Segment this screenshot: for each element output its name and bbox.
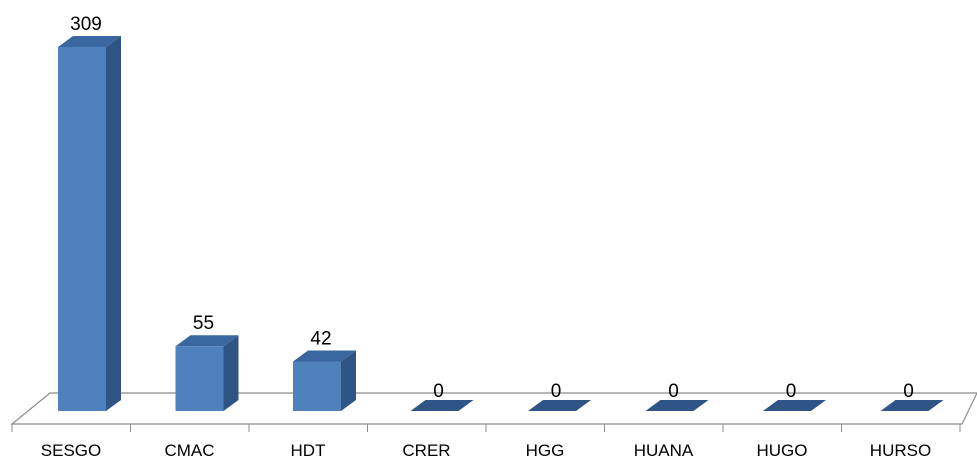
- category-label: HGG: [526, 441, 565, 460]
- data-label: 42: [310, 329, 331, 350]
- category-label: HURSO: [870, 441, 931, 460]
- bar-top: [175, 335, 239, 347]
- bar-top: [293, 350, 356, 362]
- bar-hugo: [763, 400, 826, 411]
- data-label: 0: [433, 381, 444, 402]
- category-label: CMAC: [164, 441, 214, 460]
- floor-plane: [10, 392, 977, 425]
- bar-top: [528, 400, 591, 411]
- bar-top: [763, 400, 826, 411]
- data-label: 0: [903, 381, 914, 402]
- data-labels: 309 55 42 0 0 0 0 0: [70, 14, 914, 402]
- bar-top: [58, 36, 121, 47]
- category-label: HDT: [291, 441, 326, 460]
- category-label: SESGO: [41, 441, 101, 460]
- bar-huana: [645, 400, 709, 411]
- bar-side: [106, 36, 121, 411]
- bar-sesgo: [58, 36, 121, 411]
- bar-hdt: [293, 350, 356, 411]
- bar-top: [880, 400, 944, 411]
- chart-floor: [10, 392, 977, 432]
- bar-crer: [410, 400, 474, 411]
- category-label: HUANA: [634, 441, 694, 460]
- data-label: 309: [70, 14, 102, 35]
- bar-hgg: [528, 400, 591, 411]
- category-axis-labels: SESGO CMAC HDT CRER HGG HUANA HUGO HURSO: [41, 441, 931, 460]
- bar-front: [293, 361, 341, 411]
- bar-cmac: [175, 335, 239, 411]
- data-label: 0: [551, 381, 562, 402]
- bar-front: [175, 346, 224, 411]
- bar-side: [223, 335, 239, 411]
- category-label: HUGO: [757, 441, 808, 460]
- data-label: 0: [786, 381, 797, 402]
- bar-front: [58, 47, 106, 411]
- bar-side: [341, 350, 356, 411]
- data-label: 0: [668, 381, 679, 402]
- data-label: 55: [193, 313, 214, 334]
- category-label: CRER: [402, 441, 450, 460]
- bar-top: [410, 400, 474, 411]
- bar-series: [58, 36, 944, 411]
- bar-hurso: [880, 400, 944, 411]
- bar-top: [645, 400, 709, 411]
